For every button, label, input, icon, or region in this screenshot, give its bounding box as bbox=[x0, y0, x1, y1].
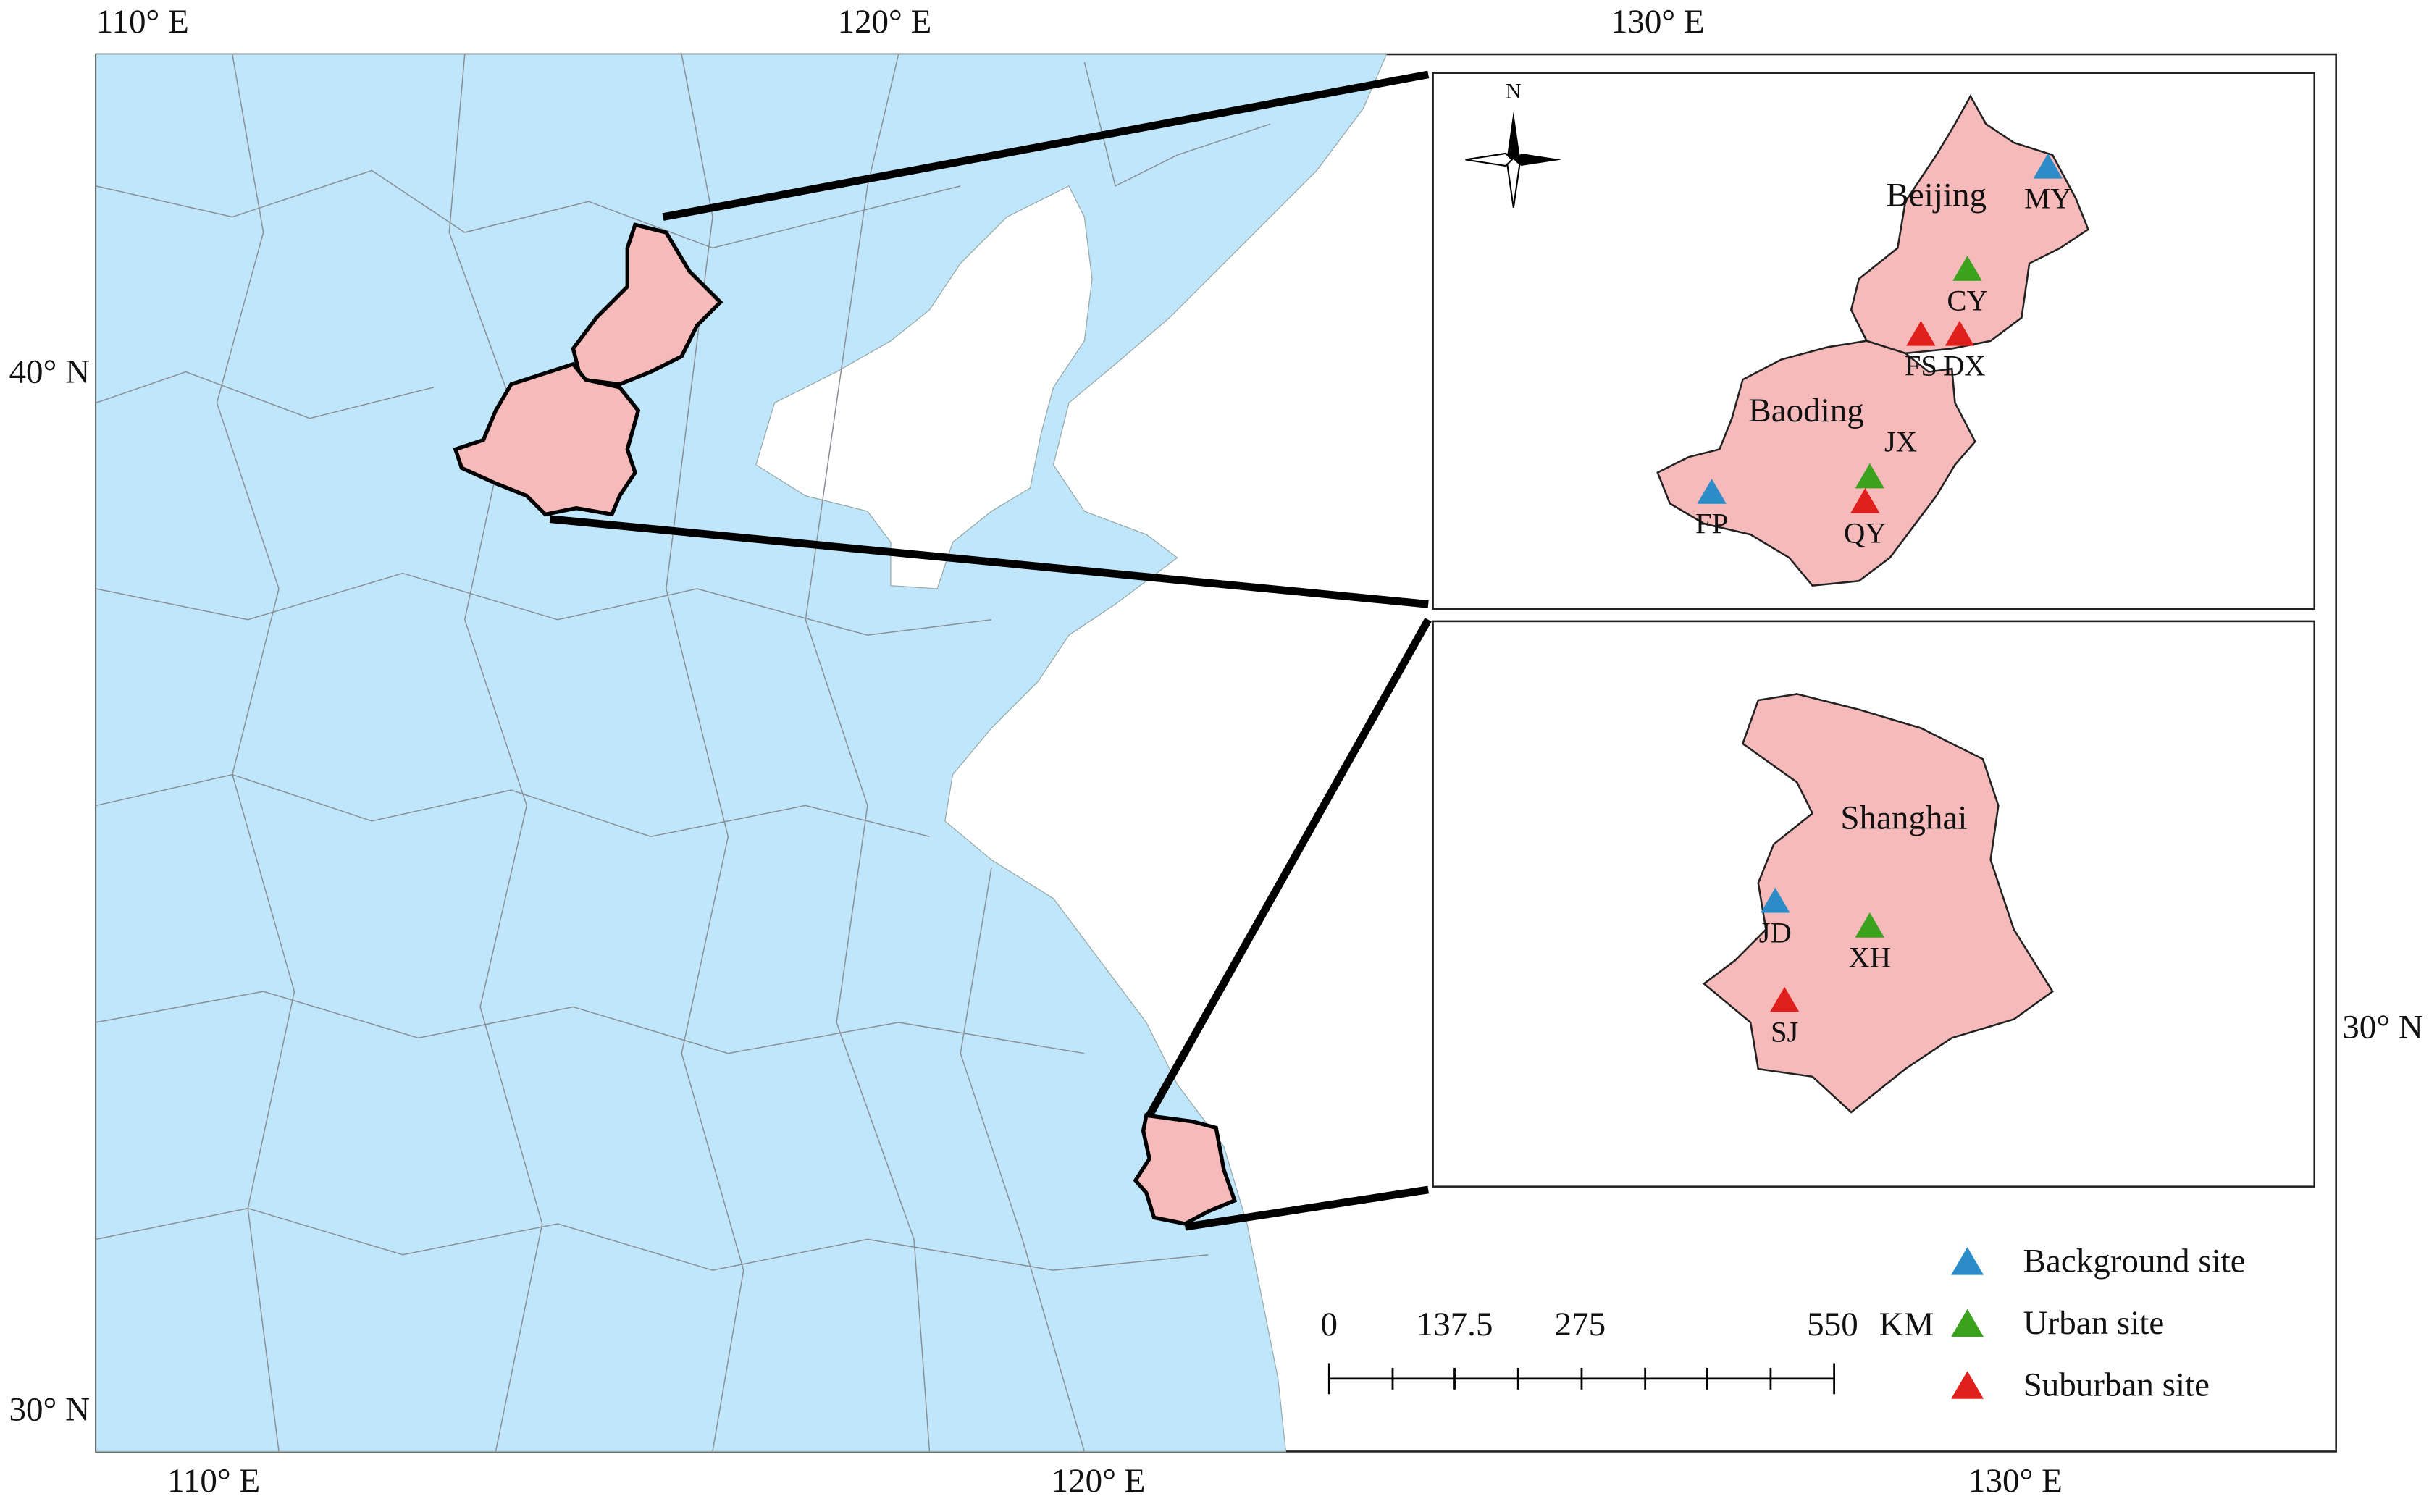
region-label: Baoding bbox=[1748, 392, 1863, 429]
site-marker bbox=[1952, 256, 1982, 281]
longitude-label: 130° E bbox=[1968, 1462, 2063, 1500]
land bbox=[95, 54, 1388, 1453]
north-arrow: N bbox=[1465, 79, 1562, 208]
longitude-label: 120° E bbox=[837, 3, 931, 41]
longitude-label: 110° E bbox=[167, 1462, 260, 1500]
site-label: FS bbox=[1905, 350, 1937, 382]
region-label: Beijing bbox=[1887, 177, 1987, 214]
longitude-label: 110° E bbox=[96, 3, 189, 41]
site-marker bbox=[1761, 887, 1790, 913]
site-marker bbox=[1951, 1247, 1984, 1275]
scale-unit: KM bbox=[1879, 1306, 1934, 1343]
legend-label: Urban site bbox=[2023, 1304, 2165, 1342]
site-label: JX bbox=[1884, 425, 1917, 458]
latitude-label: 30° N bbox=[9, 1391, 90, 1429]
latitude-label: 30° N bbox=[2342, 1008, 2423, 1046]
legend: Background site Urban site Suburban site bbox=[1951, 1242, 2246, 1404]
bohai-sea bbox=[755, 185, 1093, 589]
north-label: N bbox=[1506, 79, 1522, 103]
scale-label: 0 bbox=[1321, 1306, 1338, 1343]
site-label: XH bbox=[1848, 941, 1891, 974]
scale-label: 550 bbox=[1807, 1306, 1858, 1343]
site-marker bbox=[1855, 912, 1885, 938]
inset-baoding bbox=[1656, 340, 1976, 587]
site-label: DX bbox=[1943, 350, 1986, 382]
site-label: CY bbox=[1947, 285, 1987, 317]
site-marker bbox=[1945, 320, 1975, 346]
site-label: FP bbox=[1695, 508, 1728, 540]
site-label: QY bbox=[1844, 517, 1887, 550]
connectors bbox=[549, 70, 1432, 1231]
site-marker bbox=[1951, 1371, 1984, 1399]
sites: MY CY FS DX JX FP QY JD XH SJ bbox=[1695, 153, 2072, 1048]
legend-label: Background site bbox=[2023, 1242, 2246, 1280]
site-marker bbox=[1769, 986, 1800, 1012]
province-lines bbox=[96, 54, 1271, 1452]
site-label: JD bbox=[1759, 916, 1792, 949]
scale-label: 137.5 bbox=[1417, 1306, 1493, 1343]
latitude-label: 40° N bbox=[9, 353, 90, 391]
site-marker bbox=[1906, 320, 1936, 346]
site-marker bbox=[1855, 463, 1885, 489]
site-label: MY bbox=[2024, 182, 2071, 215]
scale-label: 275 bbox=[1555, 1306, 1606, 1343]
site-label: SJ bbox=[1771, 1015, 1798, 1048]
longitude-label: 130° E bbox=[1611, 3, 1705, 41]
scale-bar bbox=[1327, 1363, 1836, 1395]
site-marker bbox=[1951, 1309, 1984, 1337]
site-marker bbox=[1850, 487, 1880, 513]
region-label: Shanghai bbox=[1840, 799, 1967, 837]
beijing-region bbox=[571, 222, 723, 387]
baoding-region bbox=[453, 361, 641, 517]
site-marker bbox=[1697, 479, 1727, 504]
longitude-label: 120° E bbox=[1052, 1462, 1146, 1500]
site-marker bbox=[2033, 153, 2063, 179]
legend-label: Suburban site bbox=[2023, 1366, 2210, 1404]
